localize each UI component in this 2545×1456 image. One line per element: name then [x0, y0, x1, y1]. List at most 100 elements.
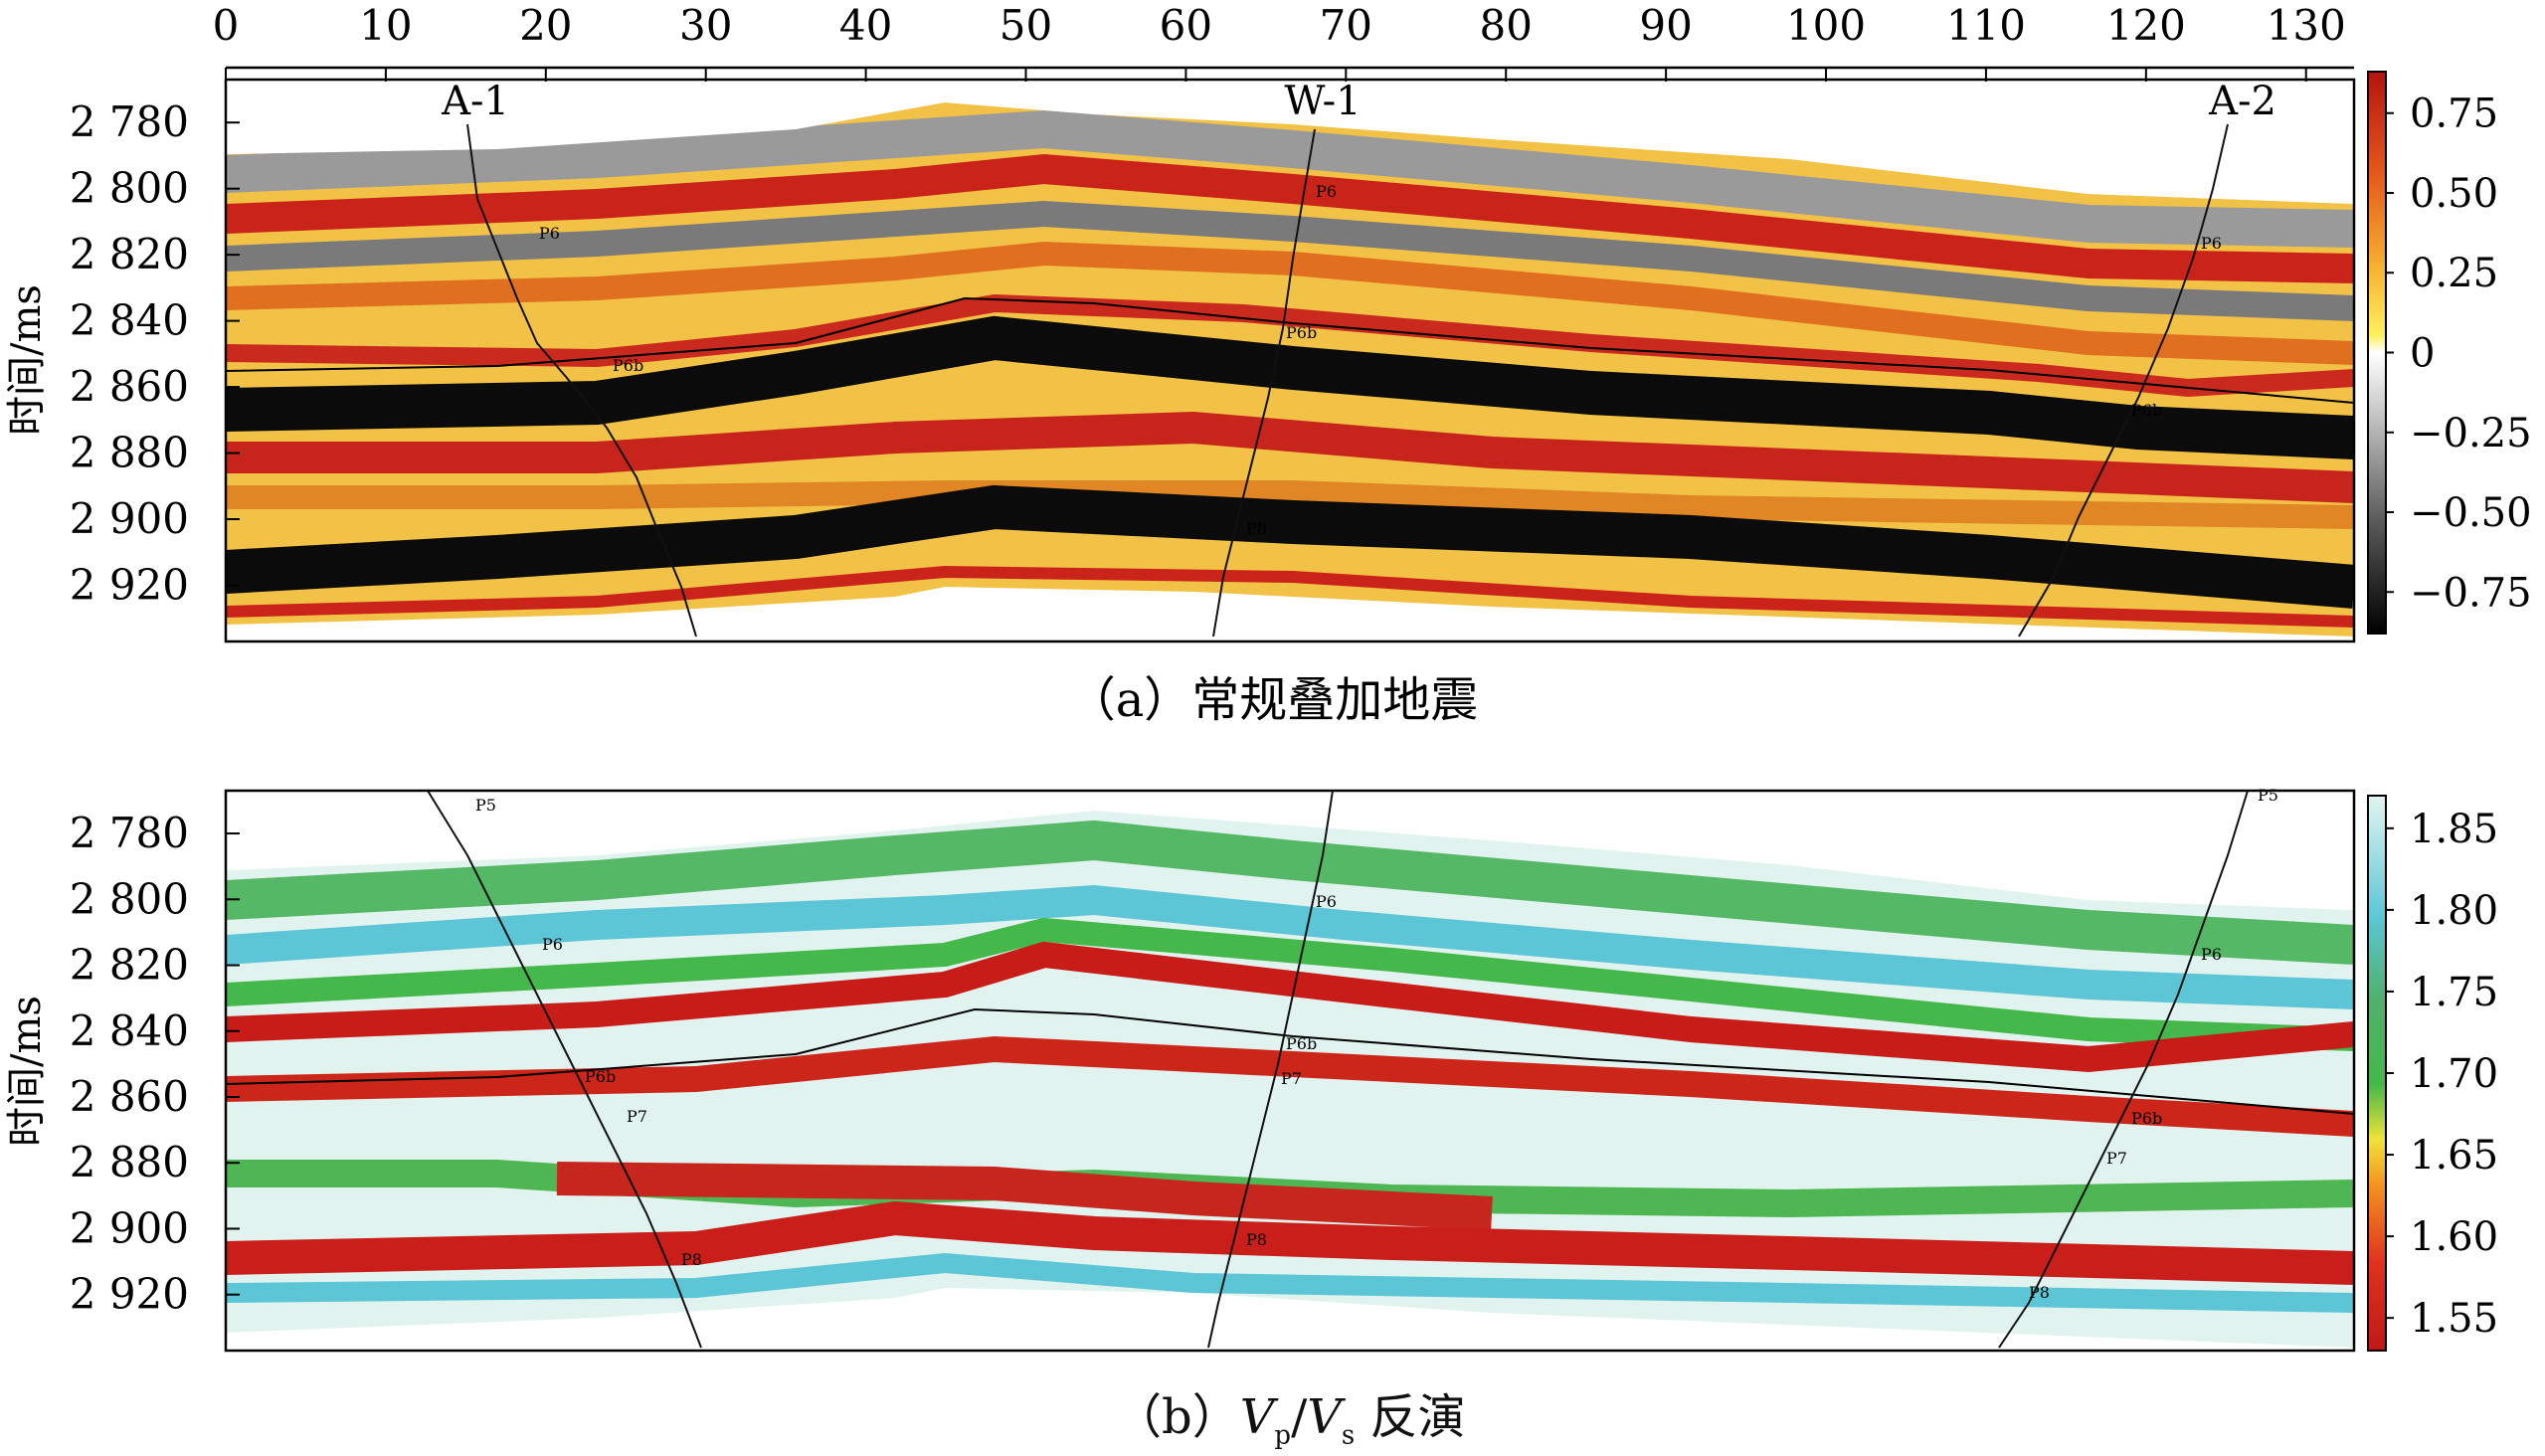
x-tick-label-2: 20: [519, 1, 572, 50]
horizon-label-p7-b-a2: P7: [2106, 1149, 2127, 1168]
cb-a-tick-label-4: −0.25: [2410, 411, 2532, 456]
horizon-label-p6-b-a1: P6: [542, 935, 563, 954]
horizon-label-p6b-a1: P6b: [613, 356, 643, 375]
time-a-tick-label-1: 2 800: [70, 164, 189, 213]
x-tick-label-10: 100: [1786, 1, 1866, 50]
horizon-label-p8-b-w1: P8: [1246, 1230, 1267, 1249]
cb-a-tick-label-0: 0.75: [2410, 91, 2498, 137]
x-tick-label-1: 10: [359, 1, 412, 50]
time-b-tick-label-5: 2 880: [70, 1138, 189, 1186]
panel-b-caption-s: s: [1341, 1420, 1356, 1451]
x-axis-top: 0 10 20 30 40 50 60 70 80 90 100 110 120 130: [213, 1, 2354, 82]
time-b-tick-label-3: 2 840: [70, 1006, 189, 1055]
colorbar-a-scale: [2367, 71, 2387, 635]
panel-b-caption-slash: /: [1291, 1389, 1308, 1445]
time-b-tick-label-4: 2 860: [70, 1072, 189, 1121]
time-axis-b-ticks: 2 780 2 800 2 820 2 840 2 860 2 880 2 900 2 920: [70, 809, 240, 1319]
horizon-label-p5-b-a2: P5: [2258, 786, 2278, 805]
colorbar-b-ticks: 1.85 1.80 1.75 1.70 1.65 1.60 1.55: [2386, 807, 2498, 1342]
horizon-label-p6-w1: P6: [1316, 182, 1337, 201]
x-tick-label-5: 50: [1000, 1, 1052, 50]
horizon-label-p6b-b-a2: P6b: [2131, 1109, 2162, 1128]
well-label-a2: A-2: [2208, 79, 2276, 124]
x-tick-label-3: 30: [679, 1, 732, 50]
panel-b-caption-prefix: （b）: [1114, 1389, 1240, 1445]
time-b-tick-label-1: 2 800: [70, 874, 189, 923]
time-a-tick-label-5: 2 880: [70, 429, 189, 477]
x-tick-label-12: 120: [2106, 1, 2186, 50]
cb-b-tick-label-0: 1.85: [2410, 807, 2498, 852]
panel-b-caption-vp: V: [1239, 1389, 1275, 1445]
cb-b-tick-label-2: 1.75: [2410, 970, 2498, 1015]
cb-b-tick-label-4: 1.65: [2410, 1133, 2498, 1179]
horizon-label-p6b-w1: P6b: [1286, 323, 1317, 342]
time-axis-a: 2 780 2 800 2 820 2 840 2 860 2 880 2 900 2 920…: [4, 97, 240, 610]
panel-b-frame: [224, 789, 2356, 1353]
time-a-tick-label-6: 2 900: [70, 494, 189, 543]
time-b-tick-label-7: 2 920: [70, 1270, 189, 1319]
panel-a-frame: [224, 78, 2356, 643]
horizon-label-p6b-b-a1: P6b: [585, 1067, 616, 1086]
panel-a-image: [226, 80, 2354, 641]
time-axis-a-label: 时间/ms: [4, 284, 50, 436]
time-b-tick-label-2: 2 820: [70, 941, 189, 990]
x-tick-label-4: 40: [839, 1, 892, 50]
time-a-tick-label-4: 2 860: [70, 362, 189, 411]
time-a-tick-label-3: 2 840: [70, 296, 189, 345]
horizon-label-p6-b-w1: P6: [1316, 892, 1337, 911]
horizon-label-p6b-a2: P6b: [2131, 401, 2162, 420]
cb-a-tick-label-5: −0.50: [2410, 490, 2532, 536]
cb-b-tick-label-6: 1.55: [2410, 1296, 2498, 1342]
time-a-tick-label-7: 2 920: [70, 561, 189, 610]
time-a-tick-label-0: 2 780: [70, 97, 189, 146]
x-tick-label-6: 60: [1160, 1, 1212, 50]
colorbar-a-ticks: 0.75 0.50 0.25 0 −0.25 −0.50 −0.75: [2386, 91, 2532, 616]
x-tick-label-0: 0: [213, 1, 240, 50]
well-label-w1: W-1: [1284, 79, 1361, 124]
cb-b-tick-label-1: 1.80: [2410, 888, 2498, 934]
cb-b-tick-label-3: 1.70: [2410, 1051, 2498, 1097]
panel-a-well-logs: [466, 123, 2229, 637]
panel-b-caption-vs: V: [1307, 1389, 1342, 1445]
horizon-label-p5-a1: P5: [475, 796, 496, 815]
panel-b-well-logs: [427, 790, 2249, 1349]
horizon-label-p8-b-a2: P8: [2029, 1283, 2050, 1302]
x-tick-label-8: 80: [1479, 1, 1532, 50]
panel-b-caption-suffix: 反演: [1355, 1389, 1466, 1445]
x-tick-label-9: 90: [1639, 1, 1692, 50]
panel-a-caption: （a）常规叠加地震: [1068, 672, 1479, 728]
colorbar-b: 1.85 1.80 1.75 1.70 1.65 1.60 1.55: [2367, 795, 2498, 1352]
x-tick-label-13: 130: [2267, 1, 2346, 50]
panel-b-image: [226, 791, 2354, 1351]
time-axis-a-ticks: 2 780 2 800 2 820 2 840 2 860 2 880 2 900 2 920: [70, 97, 240, 610]
horizon-label-p8-w1: P8: [1246, 519, 1267, 538]
horizon-label-p6b-b-w1: P6b: [1286, 1034, 1317, 1053]
time-b-tick-label-0: 2 780: [70, 809, 189, 857]
cb-a-tick-label-6: −0.75: [2410, 570, 2532, 616]
colorbar-a: 0.75 0.50 0.25 0 −0.25 −0.50 −0.75: [2367, 71, 2532, 635]
cb-a-tick-label-1: 0.50: [2410, 171, 2498, 217]
horizon-label-p6-a1: P6: [539, 224, 560, 243]
panel-b: P5 P6 P6b P7 P8 P6 P6b P7 P8 P5 P6 P6b P…: [224, 786, 2356, 1353]
x-tick-label-7: 70: [1320, 1, 1372, 50]
panel-b-caption-p: p: [1274, 1420, 1292, 1451]
horizon-label-p7-b-w1: P7: [1281, 1069, 1302, 1088]
x-axis-ticks: 0 10 20 30 40 50 60 70 80 90 100 110 120 130: [213, 1, 2346, 82]
horizon-label-p7-b-a1: P7: [627, 1107, 647, 1126]
panel-a: A-1 W-1 A-2 P6 P6b P6 P6b P8 P6 P6b: [224, 78, 2356, 643]
time-axis-b-label: 时间/ms: [4, 996, 50, 1147]
horizon-label-p6-b-a2: P6: [2201, 945, 2222, 964]
well-label-a1: A-1: [441, 79, 509, 124]
time-a-tick-label-2: 2 820: [70, 230, 189, 278]
time-axis-b: 2 780 2 800 2 820 2 840 2 860 2 880 2 900 2 920…: [4, 809, 240, 1319]
cb-a-tick-label-3: 0: [2410, 331, 2435, 377]
panel-b-caption: （b）Vp/Vs 反演: [1114, 1377, 1466, 1451]
colorbar-b-scale: [2367, 795, 2387, 1352]
cb-b-tick-label-5: 1.60: [2410, 1214, 2498, 1260]
x-tick-label-11: 110: [1946, 1, 2026, 50]
horizon-label-p6-a2: P6: [2201, 234, 2222, 253]
horizon-label-p8-b-a1: P8: [681, 1250, 702, 1269]
time-b-tick-label-6: 2 900: [70, 1203, 189, 1252]
cb-a-tick-label-2: 0.25: [2410, 251, 2498, 296]
